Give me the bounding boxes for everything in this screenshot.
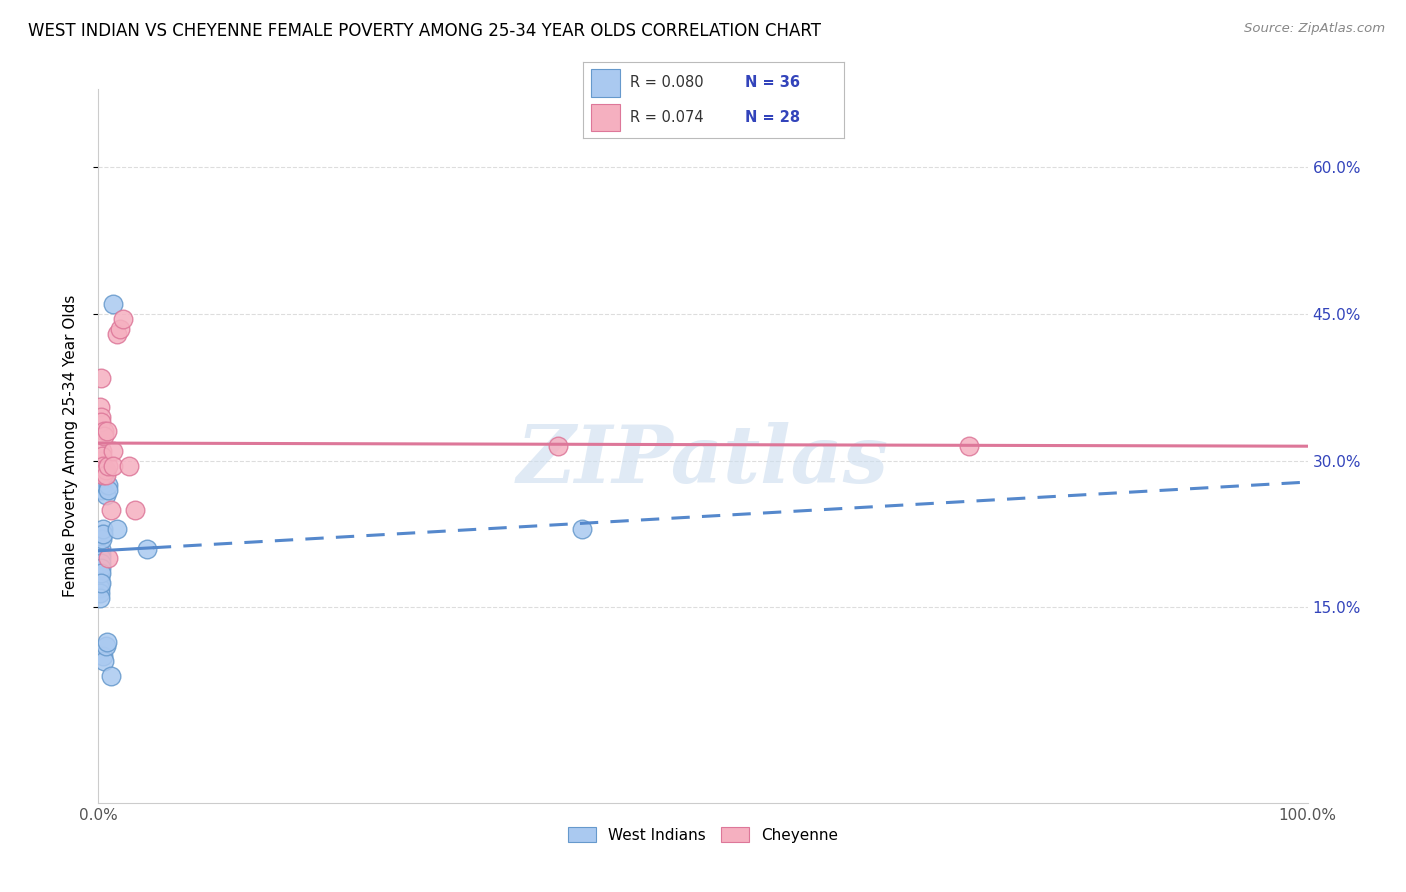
Point <box>957 439 980 453</box>
Point <box>94 468 117 483</box>
Text: WEST INDIAN VS CHEYENNE FEMALE POVERTY AMONG 25-34 YEAR OLDS CORRELATION CHART: WEST INDIAN VS CHEYENNE FEMALE POVERTY A… <box>28 22 821 40</box>
Point <box>101 443 124 458</box>
Point <box>93 654 115 668</box>
Point <box>97 551 120 566</box>
Point <box>89 585 111 599</box>
Point <box>91 527 114 541</box>
Point <box>89 453 111 467</box>
Point <box>97 483 120 497</box>
Point <box>571 522 593 536</box>
Point <box>90 541 112 556</box>
Point <box>91 473 114 487</box>
Point <box>101 297 124 311</box>
Point <box>91 443 114 458</box>
Point <box>97 458 120 473</box>
Point <box>93 468 115 483</box>
Point <box>89 458 111 473</box>
FancyBboxPatch shape <box>592 104 620 131</box>
Point <box>89 561 111 575</box>
Text: R = 0.074: R = 0.074 <box>630 111 704 125</box>
Point <box>108 321 131 335</box>
Point <box>90 575 112 590</box>
Point <box>91 463 114 477</box>
Y-axis label: Female Poverty Among 25-34 Year Olds: Female Poverty Among 25-34 Year Olds <box>63 295 77 597</box>
Point <box>91 478 114 492</box>
Point <box>547 439 569 453</box>
Point <box>89 581 111 595</box>
Point <box>93 463 115 477</box>
Point <box>97 478 120 492</box>
Point <box>89 400 111 414</box>
Point <box>91 522 114 536</box>
Point <box>105 522 128 536</box>
Text: R = 0.080: R = 0.080 <box>630 76 704 90</box>
Point <box>105 326 128 341</box>
Point <box>89 557 111 571</box>
Point <box>91 532 114 546</box>
Point <box>118 458 141 473</box>
Legend: West Indians, Cheyenne: West Indians, Cheyenne <box>562 821 844 848</box>
Point <box>90 409 112 424</box>
Point <box>91 449 114 463</box>
Point <box>96 425 118 439</box>
Point <box>90 557 112 571</box>
FancyBboxPatch shape <box>592 70 620 96</box>
Point <box>93 429 115 443</box>
Text: N = 36: N = 36 <box>745 76 800 90</box>
Point <box>101 458 124 473</box>
Point <box>89 591 111 605</box>
Point <box>93 425 115 439</box>
Text: ZIPatlas: ZIPatlas <box>517 422 889 499</box>
Point <box>124 502 146 516</box>
Text: N = 28: N = 28 <box>745 111 800 125</box>
Point <box>90 547 112 561</box>
Point <box>111 312 134 326</box>
Point <box>90 561 112 575</box>
Point <box>100 669 122 683</box>
Point <box>135 541 157 556</box>
Point <box>89 575 111 590</box>
Point <box>89 571 111 585</box>
Point <box>91 649 114 664</box>
Point <box>91 527 114 541</box>
Point <box>94 488 117 502</box>
Point <box>91 468 114 483</box>
Point <box>90 415 112 429</box>
Point <box>94 463 117 477</box>
Point <box>91 483 114 497</box>
Point <box>96 634 118 648</box>
Point <box>90 551 112 566</box>
Point <box>89 566 111 580</box>
Point <box>94 640 117 654</box>
Point <box>100 502 122 516</box>
Point <box>91 458 114 473</box>
Point <box>90 370 112 384</box>
Point <box>90 566 112 580</box>
Text: Source: ZipAtlas.com: Source: ZipAtlas.com <box>1244 22 1385 36</box>
